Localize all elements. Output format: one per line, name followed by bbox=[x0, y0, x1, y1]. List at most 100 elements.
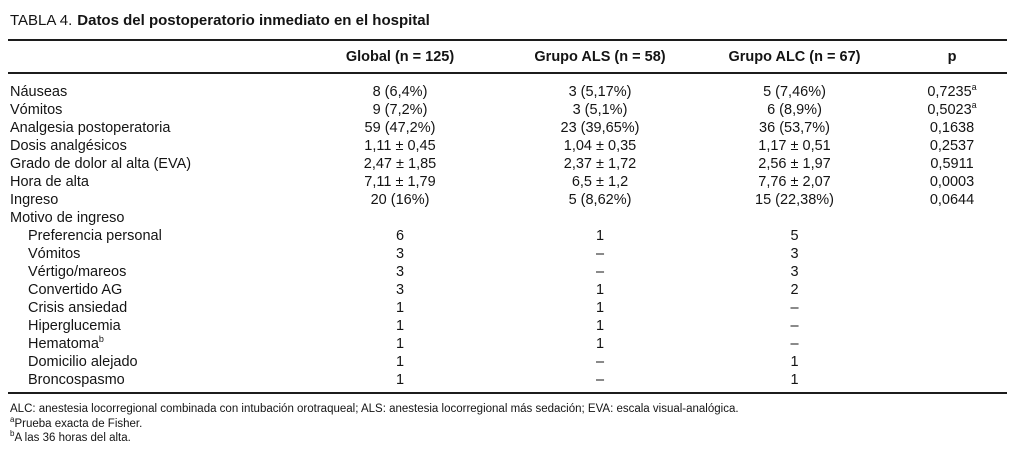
p-value-superscript: a bbox=[971, 82, 977, 93]
footnote-text: ALC: anestesia locorregional combinada c… bbox=[10, 403, 739, 415]
row-label: Analgesia postoperatoria bbox=[10, 120, 171, 136]
cell-global: 8 (6,4%) bbox=[372, 84, 428, 100]
label-superscript: b bbox=[98, 334, 104, 345]
footnote-text: Prueba exacta de Fisher. bbox=[14, 417, 143, 430]
cell-als: 1 bbox=[595, 300, 605, 316]
cell-global: 1 bbox=[395, 318, 405, 334]
cell-p bbox=[897, 317, 1007, 335]
cell-als: – bbox=[595, 372, 605, 388]
cell-p bbox=[897, 353, 1007, 371]
row-label: Náuseas bbox=[10, 84, 68, 100]
cell-global: 7,11 ± 1,79 bbox=[364, 174, 436, 190]
cell-alc: 5 (7,46%) bbox=[763, 84, 826, 100]
header-p-column: p bbox=[947, 49, 957, 65]
cell-alc: 3 bbox=[790, 246, 799, 262]
row-label: Hematomab bbox=[28, 334, 104, 352]
table-row: Preferencia personal 6 1 5 bbox=[8, 227, 1007, 245]
table-row: Vértigo/mareos 3 – 3 bbox=[8, 263, 1007, 281]
table-row: Hora de alta 7,11 ± 1,79 6,5 ± 1,2 7,76 ± 2… bbox=[8, 173, 1007, 191]
cell-alc: – bbox=[790, 300, 799, 316]
header-global-column: Global (n = 125) bbox=[345, 49, 455, 65]
cell-global: 9 (7,2%) bbox=[372, 102, 428, 118]
footnotes: ALC: anestesia locorregional combinada c… bbox=[10, 402, 1024, 446]
cell-alc: 2,56 ± 1,97 bbox=[758, 156, 831, 172]
table-row: Grado de dolor al alta (EVA) 2,47 ± 1,85 2… bbox=[8, 155, 1007, 173]
cell-alc: 7,76 ± 2,07 bbox=[758, 174, 831, 190]
table-row: Analgesia postoperatoria 59 (47,2%) 23 (39… bbox=[8, 119, 1007, 137]
footnote-marker: b bbox=[10, 429, 15, 439]
cell-global: 6 bbox=[395, 228, 405, 244]
cell-global: 3 bbox=[395, 264, 405, 280]
header-row: Global (n = 125) Grupo ALS (n = 58) Grup… bbox=[8, 40, 1007, 73]
cell-alc bbox=[692, 209, 897, 227]
cell-p bbox=[897, 281, 1007, 299]
cell-p bbox=[897, 335, 1007, 353]
cell-als: 1 bbox=[595, 282, 605, 298]
footnote-a: aPrueba exacta de Fisher. bbox=[10, 414, 1024, 432]
table-row: Broncospasmo 1 – 1 bbox=[8, 371, 1007, 393]
cell-global: 20 (16%) bbox=[370, 192, 430, 208]
table-caption: Datos del postoperatorio inmediato en el… bbox=[77, 12, 430, 29]
cell-als: 3 (5,17%) bbox=[568, 84, 632, 100]
table-number-label: TABLA 4. bbox=[10, 12, 73, 29]
footnote-text: A las 36 horas del alta. bbox=[14, 432, 131, 444]
row-label: Vómitos bbox=[10, 102, 63, 118]
header-row-label-spacer bbox=[8, 40, 292, 73]
table-row: Convertido AG 3 1 2 bbox=[8, 281, 1007, 299]
cell-p bbox=[897, 245, 1007, 263]
table-row: Hiperglucemia 1 1 – bbox=[8, 317, 1007, 335]
table-row: Vómitos 9 (7,2%) 3 (5,1%) 6 (8,9%) 0,5023a bbox=[8, 101, 1007, 119]
cell-als: – bbox=[595, 354, 605, 370]
row-label: Grado de dolor al alta (EVA) bbox=[10, 156, 192, 172]
row-label: Preferencia personal bbox=[28, 228, 162, 244]
row-label: Hiperglucemia bbox=[28, 318, 121, 334]
table-row: Motivo de ingreso bbox=[8, 209, 1007, 227]
cell-alc: 1,17 ± 0,51 bbox=[758, 138, 831, 154]
row-label: Crisis ansiedad bbox=[28, 300, 128, 316]
cell-global: 1,11 ± 0,45 bbox=[364, 138, 436, 154]
cell-global: 3 bbox=[395, 282, 405, 298]
footnote-b: bA las 36 horas del alta. bbox=[10, 429, 1024, 446]
cell-global: 3 bbox=[395, 246, 405, 262]
cell-p: 0,5911 bbox=[930, 156, 974, 172]
row-label: Convertido AG bbox=[28, 282, 123, 298]
cell-p bbox=[897, 299, 1007, 317]
cell-alc: 15 (22,38%) bbox=[755, 192, 834, 208]
cell-als: 5 (8,62%) bbox=[568, 192, 632, 208]
cell-als: 1,04 ± 0,35 bbox=[563, 138, 637, 154]
cell-als: 1 bbox=[595, 228, 605, 244]
postoperative-data-table: Global (n = 125) Grupo ALS (n = 58) Grup… bbox=[8, 39, 1007, 394]
cell-global: 59 (47,2%) bbox=[364, 120, 436, 136]
cell-alc: 6 (8,9%) bbox=[767, 102, 822, 118]
cell-global: 1 bbox=[395, 372, 405, 388]
table-row: Crisis ansiedad 1 1 – bbox=[8, 299, 1007, 317]
table-title: TABLA 4. Datos del postoperatorio inmedia… bbox=[10, 12, 1024, 30]
cell-als: – bbox=[595, 264, 605, 280]
header-als-column: Grupo ALS (n = 58) bbox=[534, 49, 666, 65]
cell-alc: 36 (53,7%) bbox=[759, 120, 830, 136]
row-label: Domicilio alejado bbox=[28, 354, 138, 370]
cell-alc: 5 bbox=[790, 228, 799, 244]
row-label: Vómitos bbox=[28, 246, 81, 262]
footnote-marker: a bbox=[10, 414, 15, 424]
cell-p: 0,1638 bbox=[929, 120, 975, 136]
cell-global: 2,47 ± 1,85 bbox=[363, 156, 437, 172]
cell-p bbox=[897, 371, 1007, 393]
header-alc-column: Grupo ALC (n = 67) bbox=[728, 49, 861, 65]
p-value-superscript: a bbox=[971, 100, 977, 111]
table-row: Náuseas 8 (6,4%) 3 (5,17%) 5 (7,46%) 0,7235a bbox=[8, 73, 1007, 101]
row-label: Vértigo/mareos bbox=[28, 264, 127, 280]
table-row: Domicilio alejado 1 – 1 bbox=[8, 353, 1007, 371]
cell-p: 0,7235a bbox=[927, 82, 977, 100]
table-row: Ingreso 20 (16%) 5 (8,62%) 15 (22,38%) 0,064… bbox=[8, 191, 1007, 209]
cell-als: 2,37 ± 1,72 bbox=[563, 156, 637, 172]
row-label: Motivo de ingreso bbox=[10, 210, 125, 226]
cell-als bbox=[508, 209, 692, 227]
cell-alc: 1 bbox=[790, 354, 799, 370]
cell-p: 0,0644 bbox=[929, 192, 975, 208]
cell-p bbox=[897, 263, 1007, 281]
row-label: Hora de alta bbox=[10, 174, 89, 190]
table-row: Dosis analgésicos 1,11 ± 0,45 1,04 ± 0,35 1… bbox=[8, 137, 1007, 155]
cell-p bbox=[897, 227, 1007, 245]
